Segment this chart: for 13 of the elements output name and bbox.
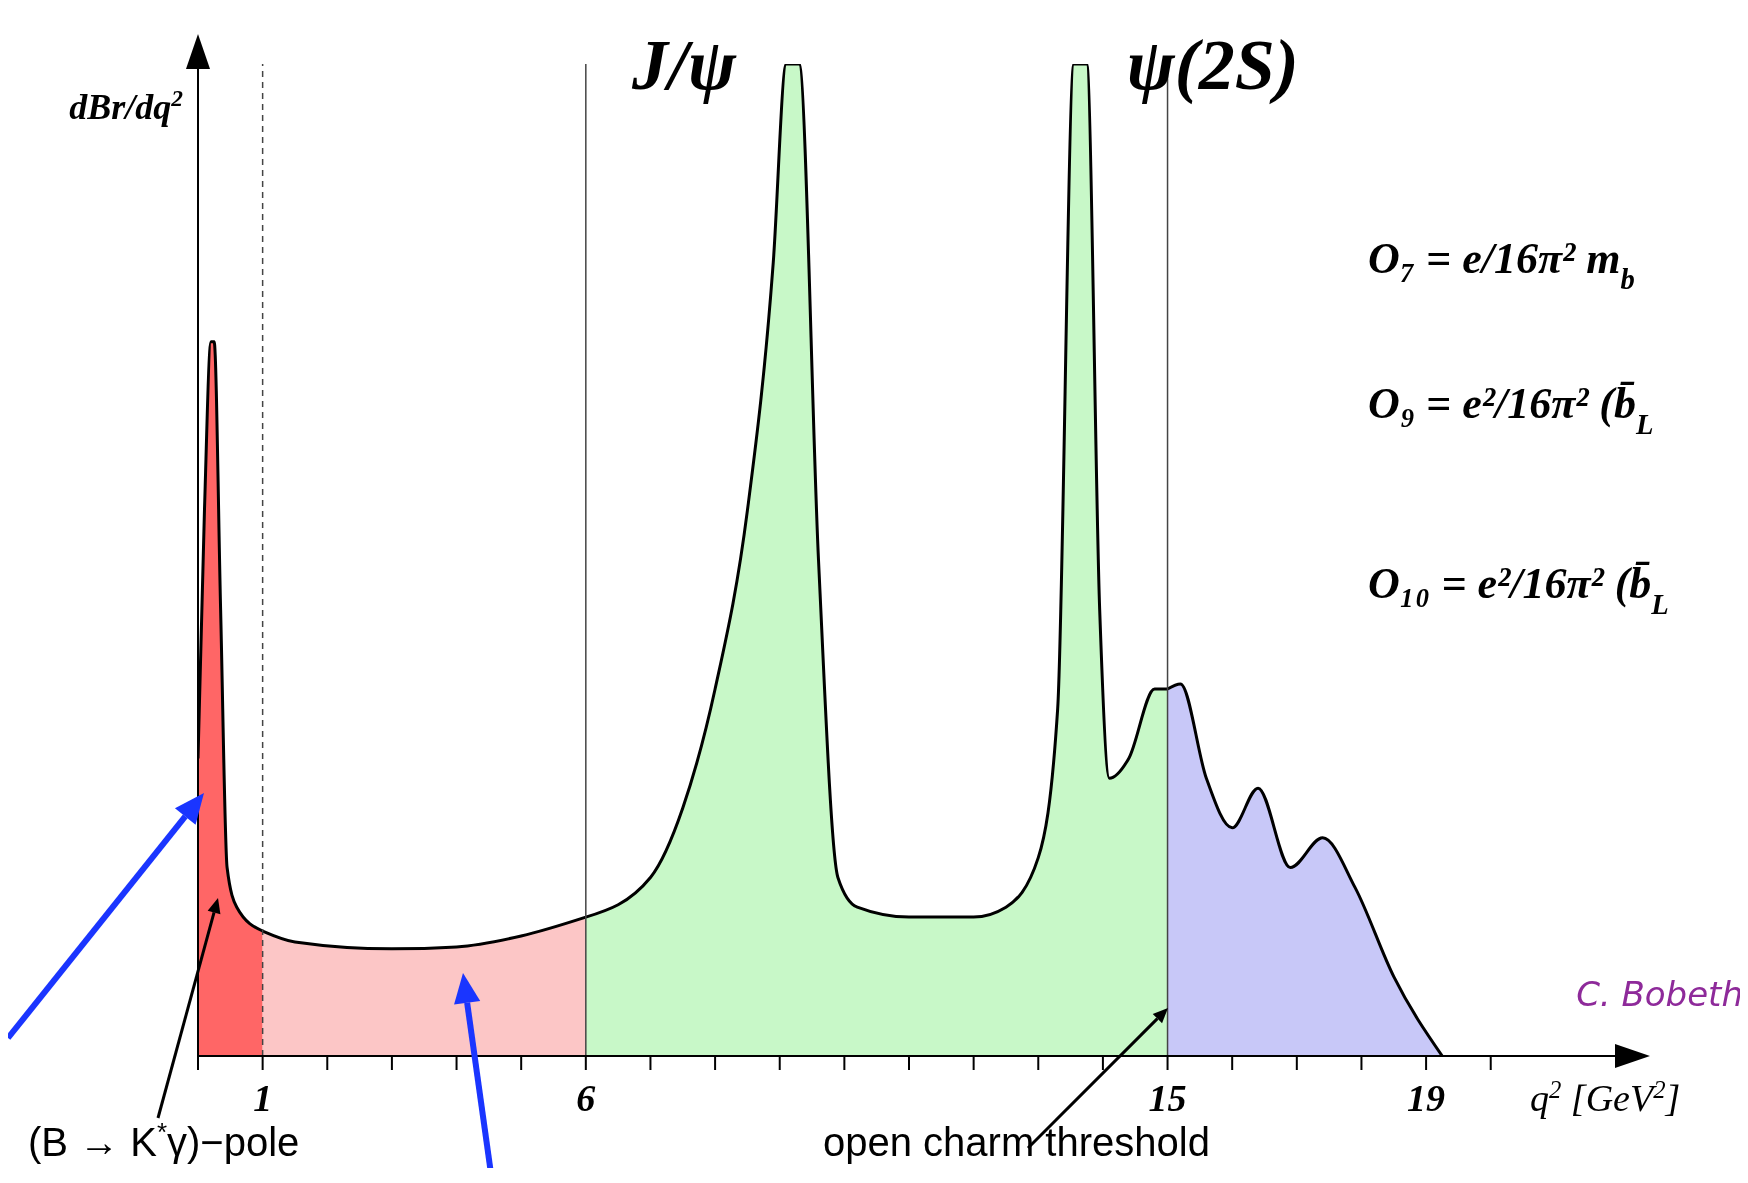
text: open charm threshold	[823, 1120, 1210, 1164]
annotation: J/ψ	[631, 25, 738, 105]
annotation: ψ(2S)	[1126, 25, 1299, 105]
annotation: O₉ = e²/16π² (b̄$_{L}$	[1368, 379, 1654, 440]
y-axis-title: dBr/dq$^{2}$	[69, 85, 184, 127]
text: (B → K$^{*}$γ)−pole	[28, 1117, 300, 1164]
x-tick-label: 19	[1407, 1076, 1446, 1119]
annotation: O₁₀ = e²/16π² (b̄$_{L}$	[1368, 559, 1669, 620]
x-axis-title: q$^{2}$ [GeV$^{2}$]	[1530, 1075, 1681, 1119]
x-tick-label: 6	[576, 1076, 596, 1119]
x-tick-label: 15	[1148, 1076, 1187, 1119]
x-tick-label: 1	[253, 1076, 273, 1119]
annotation: O₇ = e/16π² m$_{b}$	[1368, 234, 1635, 295]
